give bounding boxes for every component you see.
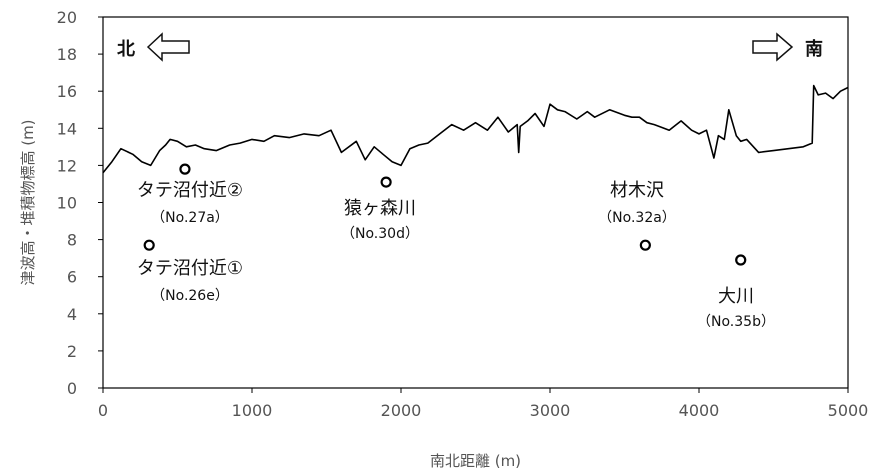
north-label: 北 bbox=[117, 39, 135, 60]
sample-name-label: タテ沼付近① bbox=[137, 258, 243, 279]
plot-frame bbox=[102, 16, 849, 389]
y-tick-label: 8 bbox=[67, 231, 77, 250]
sample-marker bbox=[639, 239, 651, 251]
south-indicator: 南 bbox=[752, 32, 823, 62]
sample-marker bbox=[735, 254, 747, 266]
y-tick-label: 4 bbox=[67, 305, 77, 324]
sample-marker bbox=[179, 163, 191, 175]
sample-id-label: （No.26e） bbox=[151, 288, 229, 304]
y-tick-label: 6 bbox=[67, 268, 77, 287]
sample-point: タテ沼付近② （No.27a） bbox=[137, 163, 243, 226]
plot-area bbox=[102, 16, 849, 389]
y-tick-label: 10 bbox=[57, 194, 77, 213]
y-tick-label: 18 bbox=[57, 45, 77, 64]
sample-marker bbox=[143, 239, 155, 251]
x-axis-title: 南北距離 (m) bbox=[430, 452, 521, 470]
sample-id-label: （No.32a） bbox=[598, 210, 676, 226]
y-tick-label: 16 bbox=[57, 82, 77, 101]
x-tick-label: 4000 bbox=[679, 401, 720, 420]
y-axis-title: 津波高・堆積物標高 (m) bbox=[19, 119, 37, 285]
y-axis: 0 2 4 6 8 10 12 14 16 18 20 bbox=[57, 8, 103, 398]
series-layer bbox=[102, 84, 849, 174]
left-arrow-icon bbox=[146, 32, 190, 62]
sample-name-label: 猿ヶ森川 bbox=[344, 198, 416, 219]
x-tick-label: 3000 bbox=[530, 401, 571, 420]
sample-id-label: （No.30d） bbox=[341, 226, 419, 242]
sample-point: 猿ヶ森川 （No.30d） bbox=[341, 176, 419, 242]
right-arrow-icon bbox=[752, 32, 794, 62]
sample-id-label: （No.35b） bbox=[697, 314, 775, 330]
y-tick-label: 0 bbox=[67, 379, 77, 398]
sample-name-label: 大川 bbox=[718, 286, 754, 307]
sample-point: 大川 （No.35b） bbox=[697, 254, 775, 330]
sample-marker bbox=[380, 176, 392, 188]
x-tick-label: 2000 bbox=[381, 401, 422, 420]
y-tick-label: 12 bbox=[57, 156, 77, 175]
points-layer: タテ沼付近② （No.27a） タテ沼付近① （No.26e） 猿ヶ森川 （No.30d）… bbox=[137, 163, 775, 330]
y-tick-label: 2 bbox=[67, 342, 77, 361]
sample-name-label: タテ沼付近② bbox=[137, 180, 243, 201]
north-indicator: 北 bbox=[117, 32, 190, 62]
sample-point: タテ沼付近① （No.26e） bbox=[137, 239, 243, 304]
y-tick-label: 14 bbox=[57, 119, 77, 138]
x-axis: 0 1000 2000 3000 4000 5000 bbox=[98, 388, 868, 420]
sample-point: 材木沢 （No.32a） bbox=[598, 180, 676, 251]
x-tick-label: 1000 bbox=[232, 401, 273, 420]
sample-id-label: （No.27a） bbox=[151, 210, 229, 226]
south-label: 南 bbox=[805, 38, 823, 60]
x-tick-label: 0 bbox=[98, 401, 108, 420]
y-tick-label: 20 bbox=[57, 8, 77, 27]
tsunami-height-line bbox=[102, 84, 849, 174]
x-tick-label: 5000 bbox=[828, 401, 869, 420]
sample-name-label: 材木沢 bbox=[610, 180, 664, 201]
